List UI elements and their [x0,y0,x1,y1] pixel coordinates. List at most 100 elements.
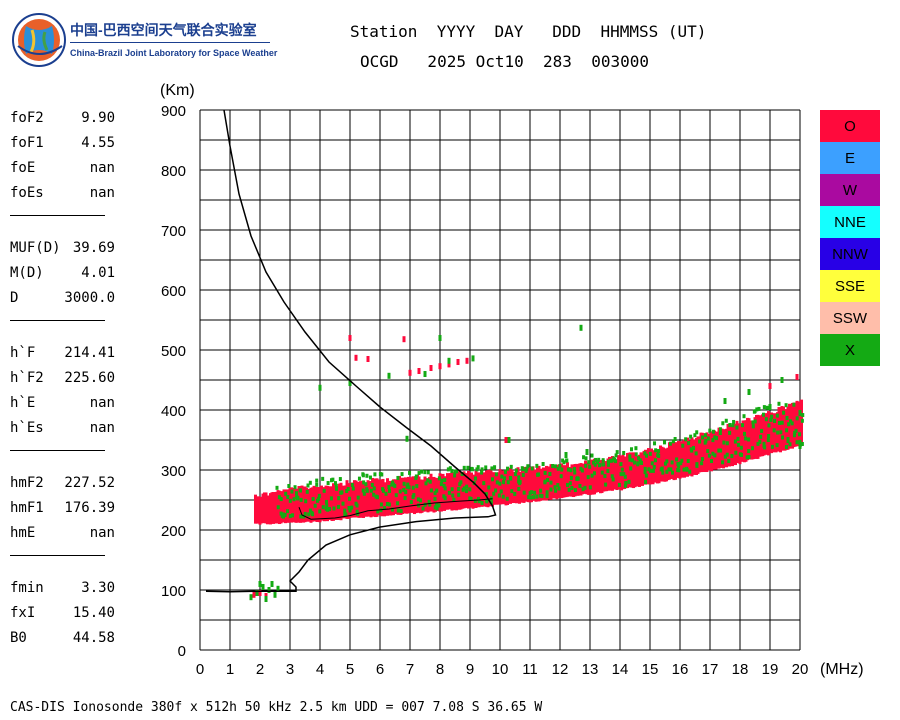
echo-point [428,479,432,484]
echo-point [692,445,696,450]
echo-point [419,498,423,503]
echo-point [551,464,555,469]
echo-point [568,481,572,486]
echo-point [361,473,365,478]
echo-point [687,441,691,446]
legend-item: SSE [820,270,880,302]
line-profile [205,109,497,593]
echo-point [387,372,391,379]
echo-point [252,591,256,598]
echo-point [429,488,433,493]
series-X [249,324,805,602]
echo-point [792,402,796,407]
echo-point [572,466,576,471]
echo-point [785,415,789,420]
echo-point [530,490,534,495]
x-tick-label: 3 [286,661,294,678]
param-row: foF2 9.90 [10,110,115,128]
echo-point [468,487,472,492]
echo-point [493,465,497,470]
echo-point [663,440,667,445]
echo-point [456,359,460,365]
echo-point [281,514,285,519]
echo-point [734,450,738,455]
echo-point [588,485,592,490]
echo-point [517,475,521,480]
echo-point [506,466,510,471]
echo-point [390,480,394,485]
echo-point [348,508,352,513]
footer-info: CAS-DIS Ionosonde 380f x 512h 50 kHz 2.5… [10,700,543,715]
echo-point [510,489,514,494]
echo-point [558,464,562,469]
echo-point [757,406,761,411]
echo-point [286,509,290,514]
echo-point [677,463,681,468]
echo-point [402,336,406,343]
echo-point [293,485,297,490]
echo-point [351,486,355,491]
legend-item: W [820,174,880,206]
echo-point [379,508,383,513]
echo-point [756,441,760,446]
echo-point [249,594,253,601]
echo-point [560,467,564,472]
echo-point [364,482,368,487]
echo-point [549,480,553,485]
echo-point [634,446,638,451]
echo-point [469,496,473,501]
echo-point [639,460,643,465]
echo-point [587,460,591,465]
echo-point [759,434,763,439]
echo-point [660,466,664,471]
echo-point [333,481,337,486]
echo-point [627,479,631,484]
echo-point [417,503,421,508]
echo-point [267,587,271,593]
legend-item: SSW [820,302,880,334]
echo-point [657,449,661,454]
echo-point [686,459,690,464]
echo-point [423,371,427,377]
echo-point [442,483,446,488]
echo-point [329,496,333,501]
echo-point [795,440,799,445]
echo-point [768,404,772,410]
echo-point [744,436,748,441]
echo-point [751,424,755,429]
echo-point [708,428,712,433]
param-key: hmE [10,525,36,541]
echo-point [758,439,762,444]
echo-point [302,514,306,519]
echo-point [327,506,331,511]
echo-point [435,488,439,493]
echo-point [341,501,345,506]
echo-point [315,482,319,487]
echo-point [596,460,600,465]
logo-english-name: China-Brazil Joint Laboratory for Space … [70,48,278,58]
echo-point [579,324,583,331]
echo-point [398,489,402,494]
param-value: nan [89,420,115,436]
echo-point [798,439,802,444]
echo-point [387,502,391,507]
param-value: 176.39 [64,500,115,516]
echo-point [376,509,380,514]
legend-item: X [820,334,880,366]
echo-point [647,467,651,472]
echo-point [733,439,737,444]
echo-point [299,488,303,493]
echo-point [578,483,582,488]
echo-point [264,596,268,602]
echo-point [721,460,725,465]
echo-point [473,476,477,481]
echo-point [288,498,292,503]
param-key: M(D) [10,265,44,281]
echo-point [700,461,704,466]
echo-point [584,456,588,461]
echo-point [653,441,657,446]
echo-point [270,581,274,587]
echo-point [284,491,288,496]
param-value: nan [89,395,115,411]
param-value: nan [89,185,115,201]
